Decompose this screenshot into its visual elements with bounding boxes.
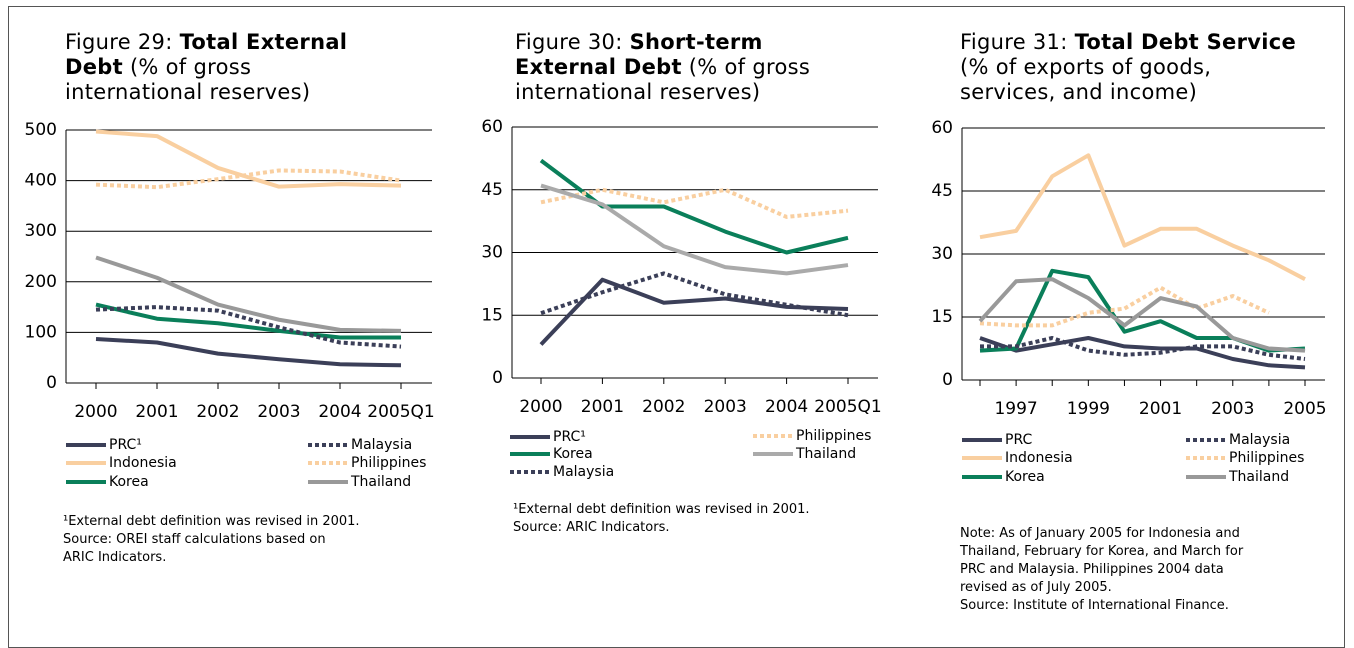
y-tick-label: 300	[25, 221, 57, 241]
note-line: Note: As of January 2005 for Indonesia a…	[960, 526, 1240, 541]
series-line	[540, 271, 849, 318]
x-tick-label: 2003	[1211, 399, 1254, 419]
legend-label: PRC¹	[553, 429, 586, 445]
legend-label: Thailand	[350, 474, 411, 490]
notes: ¹External debt definition was revised in…	[63, 513, 360, 567]
figure-title: Figure 29: Total External Debt (% of gro…	[65, 30, 395, 105]
y-tick-label: 60	[931, 118, 953, 138]
legend-label: Philippines	[351, 455, 426, 471]
series-line	[95, 305, 402, 349]
series-line	[95, 336, 402, 368]
y-tick-label: 15	[931, 307, 953, 327]
y-tick-label: 500	[25, 120, 57, 140]
y-tick-label: 200	[25, 272, 57, 292]
legend-label: Philippines	[796, 428, 871, 444]
legend-label: Thailand	[795, 446, 856, 462]
x-tick-label: 2000	[519, 397, 562, 417]
y-tick-label: 0	[46, 373, 57, 393]
figure-number: Figure 30:	[515, 30, 623, 54]
series-line	[979, 153, 1306, 281]
series-line	[978, 277, 1306, 353]
title: Total Debt Service	[1074, 30, 1297, 54]
legend-label: Philippines	[1229, 450, 1304, 466]
figure-number: Figure 31:	[960, 30, 1068, 54]
series-line	[979, 336, 1306, 370]
x-tick-label: 2001	[1139, 399, 1182, 419]
legend-label: Indonesia	[1005, 450, 1073, 466]
note-line: revised as of July 2005.	[960, 580, 1112, 595]
x-tick-label: 2001	[581, 397, 624, 417]
x-tick-label: 2003	[704, 397, 747, 417]
title: Short-term External Debt	[515, 30, 763, 79]
y-tick-label: 15	[481, 305, 503, 325]
legend-label: Thailand	[1228, 469, 1289, 485]
x-tick-label: 2005Q1	[814, 397, 881, 417]
figure-title: Figure 30: Short-term External Debt (% o…	[515, 30, 845, 105]
x-tick-label: 1997	[994, 399, 1037, 419]
legend-label: Korea	[553, 446, 593, 462]
x-tick-label: 2003	[257, 402, 300, 422]
y-tick-label: 30	[481, 243, 503, 263]
x-tick-label: 2002	[196, 402, 239, 422]
legend-label: Malaysia	[351, 437, 412, 453]
title: Total External Debt	[65, 30, 348, 79]
legend-label: Indonesia	[109, 455, 177, 471]
y-tick-label: 45	[931, 181, 953, 201]
x-tick-label: 2001	[135, 402, 178, 422]
legend-label: Korea	[109, 474, 149, 490]
series-line	[540, 187, 849, 219]
x-tick-label: 1999	[1067, 399, 1110, 419]
note-line: PRC and Malaysia. Philippines 2004 data	[960, 562, 1224, 577]
subtitle: (% of exports of goods, services, and in…	[960, 55, 1212, 104]
x-tick-label: 2004	[318, 402, 361, 422]
x-tick-label: 2000	[74, 402, 117, 422]
legend-label: PRC¹	[109, 437, 142, 453]
y-tick-label: 100	[25, 322, 57, 342]
series-line	[979, 285, 1270, 328]
page: Figure 29: Total External Debt (% of gro…	[8, 6, 1345, 648]
y-tick-label: 0	[942, 370, 953, 390]
y-tick-label: 30	[931, 244, 953, 264]
y-tick-label: 400	[25, 171, 57, 191]
series-line	[980, 336, 1306, 361]
x-tick-label: 2004	[765, 397, 808, 417]
y-tick-label: 0	[492, 368, 503, 388]
notes: Note: As of January 2005 for Indonesia a…	[960, 525, 1243, 615]
subtitle: (% of gross international reserves)	[65, 55, 311, 104]
notes: ¹External debt definition was revised in…	[513, 501, 810, 537]
note-line: Source: Institute of International Finan…	[960, 598, 1229, 613]
note-line: Source: OREI staff calculations based on	[63, 532, 326, 547]
figure-title: Figure 31: Total Debt Service (% of expo…	[960, 30, 1305, 105]
legend-label: Malaysia	[553, 464, 614, 480]
note-line: Source: ARIC Indicators.	[513, 520, 670, 535]
series-line	[95, 255, 402, 333]
note-line: ¹External debt definition was revised in…	[513, 502, 810, 517]
legend-label: PRC	[1005, 432, 1032, 448]
series-line	[540, 183, 849, 276]
x-tick-label: 2002	[642, 397, 685, 417]
series-line	[95, 302, 401, 340]
y-tick-label: 60	[481, 117, 503, 137]
series-line	[95, 168, 402, 190]
figure-number: Figure 29:	[65, 30, 173, 54]
series-line	[539, 277, 849, 346]
legend-label: Korea	[1005, 469, 1045, 485]
note-line: ARIC Indicators.	[63, 550, 167, 565]
subtitle: (% of gross international reserves)	[515, 55, 811, 104]
x-tick-label: 2005Q1	[367, 402, 434, 422]
legend-label: Malaysia	[1229, 432, 1290, 448]
series-line	[95, 129, 402, 189]
note-line: Thailand, February for Korea, and March …	[960, 544, 1244, 559]
note-line: ¹External debt definition was revised in…	[63, 514, 360, 529]
y-tick-label: 45	[481, 180, 503, 200]
series-line	[539, 158, 849, 255]
x-tick-label: 2005	[1283, 399, 1326, 419]
